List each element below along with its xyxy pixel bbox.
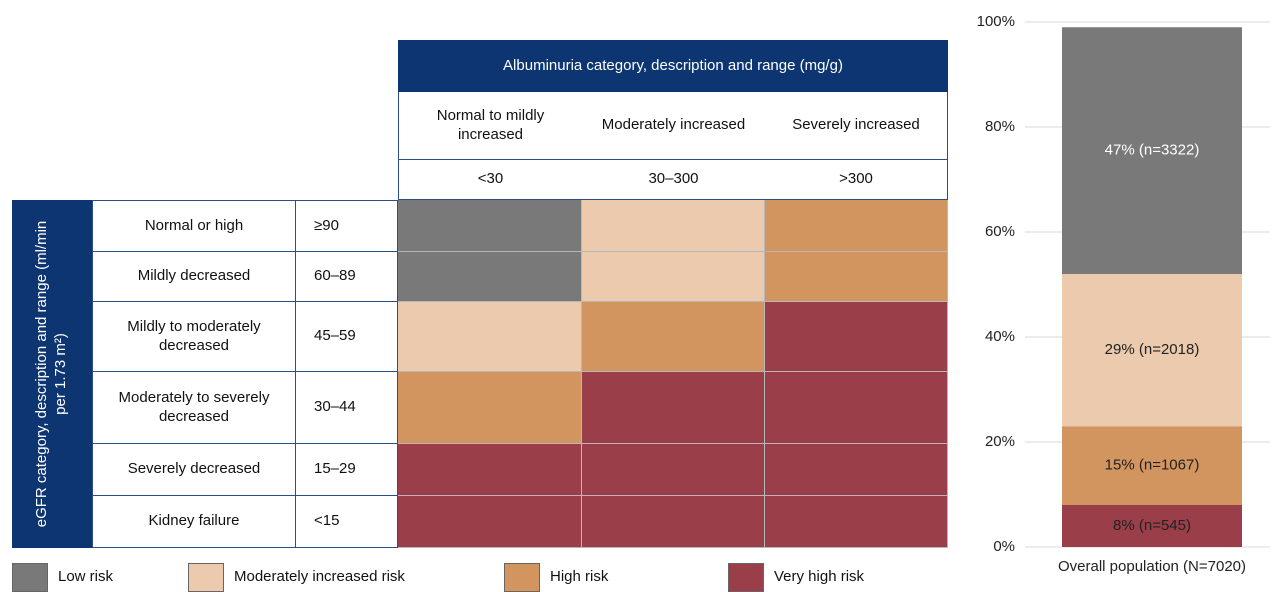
risk-cell bbox=[398, 372, 582, 444]
bar-segment bbox=[1062, 274, 1242, 427]
legend-swatch bbox=[188, 563, 224, 592]
column-range: 30–300 bbox=[582, 160, 765, 200]
risk-cell bbox=[398, 302, 582, 372]
row-range: 15–29 bbox=[296, 444, 398, 496]
bar-segment bbox=[1062, 27, 1242, 274]
legend-swatch bbox=[12, 563, 48, 592]
row-header-bg bbox=[12, 200, 92, 548]
risk-cell bbox=[398, 444, 582, 496]
y-tick-label: 40% bbox=[985, 328, 1015, 345]
bar-segment bbox=[1062, 505, 1242, 547]
column-description: Severely increased bbox=[765, 92, 948, 160]
row-description: Normal or high bbox=[92, 200, 296, 252]
risk-cell bbox=[765, 252, 948, 302]
y-tick-label: 100% bbox=[977, 13, 1015, 30]
y-tick-label: 0% bbox=[993, 538, 1015, 555]
risk-cell bbox=[398, 252, 582, 302]
risk-cell bbox=[398, 200, 582, 252]
row-range: 60–89 bbox=[296, 252, 398, 302]
value-label: 15% (n=1067) bbox=[1105, 457, 1200, 474]
row-description: Mildly decreased bbox=[92, 252, 296, 302]
risk-cell bbox=[765, 302, 948, 372]
legend-swatch bbox=[504, 563, 540, 592]
legend-label: Low risk bbox=[58, 568, 114, 586]
x-tick-label: Overall population (N=7020) bbox=[1058, 558, 1246, 575]
value-label: 47% (n=3322) bbox=[1105, 142, 1200, 159]
y-tick-label: 60% bbox=[985, 223, 1015, 240]
column-description: Moderately increased bbox=[582, 92, 765, 160]
legend-swatch bbox=[728, 563, 764, 592]
value-label: 8% (n=545) bbox=[1113, 517, 1191, 534]
row-range: ≥90 bbox=[296, 200, 398, 252]
legend-label: High risk bbox=[550, 568, 609, 586]
row-range: 30–44 bbox=[296, 372, 398, 444]
risk-cell bbox=[582, 302, 765, 372]
y-tick-label: 80% bbox=[985, 118, 1015, 135]
risk-cell bbox=[765, 496, 948, 548]
bar-segment bbox=[1062, 426, 1242, 505]
risk-cell bbox=[765, 444, 948, 496]
risk-cell bbox=[398, 496, 582, 548]
risk-cell bbox=[765, 200, 948, 252]
row-description: Kidney failure bbox=[92, 496, 296, 548]
risk-cell bbox=[582, 252, 765, 302]
column-range: >300 bbox=[765, 160, 948, 200]
risk-cell bbox=[765, 372, 948, 444]
y-tick-label: 20% bbox=[985, 433, 1015, 450]
legend-label: Very high risk bbox=[774, 568, 865, 586]
value-label: 29% (n=2018) bbox=[1105, 341, 1200, 358]
risk-cell bbox=[582, 444, 765, 496]
column-description: Normal to mildly increased bbox=[398, 92, 582, 160]
risk-cell bbox=[582, 496, 765, 548]
row-description: Moderately to severely decreased bbox=[92, 372, 296, 444]
row-header: eGFR category, description and range (ml… bbox=[33, 220, 69, 528]
row-range: 45–59 bbox=[296, 302, 398, 372]
risk-cell bbox=[582, 200, 765, 252]
column-range: <30 bbox=[398, 160, 582, 200]
row-range: <15 bbox=[296, 496, 398, 548]
bar-chart: 0% 20% 40% 60% 80% 100% 8% (n=545) 15% (n=1067)… bbox=[977, 13, 1270, 575]
row-description: Severely decreased bbox=[92, 444, 296, 496]
column-header: Albuminuria category, description and ra… bbox=[398, 40, 948, 92]
legend-label: Moderately increased risk bbox=[234, 568, 405, 586]
row-description: Mildly to moderately decreased bbox=[92, 302, 296, 372]
risk-cell bbox=[582, 372, 765, 444]
